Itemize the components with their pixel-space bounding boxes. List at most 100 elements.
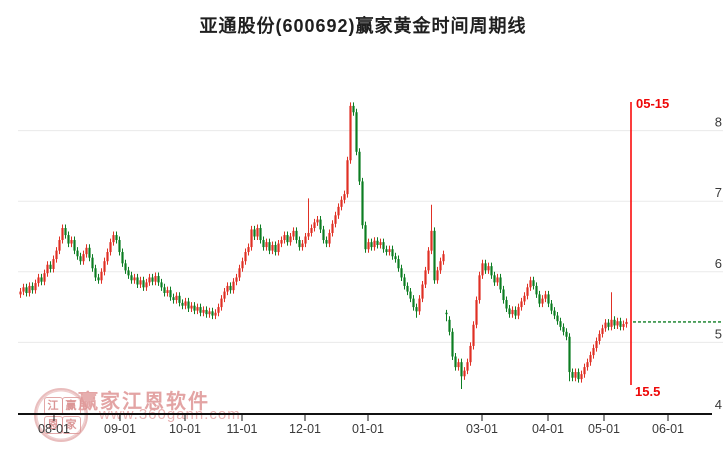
candle-body [364,225,367,250]
candle-body [556,315,559,322]
candle-body [31,285,34,291]
candle-body [328,232,331,244]
candle-body [598,333,601,341]
candle-body [562,326,565,332]
candle-body [424,270,427,285]
candle-body [586,362,589,368]
candle-body [454,356,457,368]
candle-body [613,319,616,326]
candle-body [43,273,46,282]
candle-body [127,270,130,276]
candle-body [577,372,580,380]
candle-body [46,264,49,274]
candle-body [610,319,613,327]
candle-body [145,282,148,288]
candle-body [412,298,415,308]
candle-body [394,256,397,260]
candle-body [409,291,412,299]
candle-body [448,319,451,332]
candle-body [85,247,88,255]
candle-body [385,249,388,253]
candle-body [373,240,376,248]
y-tick-label: 6 [715,256,722,271]
candle-body [76,250,79,257]
candle-body [379,242,382,245]
candle-body [538,294,541,304]
candle-body [490,266,493,276]
candles-layer [19,102,628,389]
candle-body [223,291,226,299]
candle-body [607,322,610,327]
candle-body [28,285,31,293]
candle-body [472,324,475,346]
candle-body [592,348,595,356]
candle-body [151,277,154,282]
candle-body [565,331,568,337]
candle-body [94,268,97,278]
candle-body [163,287,166,293]
candle-body [430,230,433,251]
candle-body [283,235,286,241]
candle-body [175,295,178,301]
candle-body [199,307,202,313]
candle-body [400,268,403,278]
candle-body [211,311,214,316]
candle-body [262,240,265,248]
candle-body [40,277,43,282]
candle-body [214,312,217,316]
x-tick-label: 06-01 [652,422,684,436]
candle-body [244,252,247,262]
candle-body [322,229,325,241]
candle-body [325,240,328,244]
candle-body [187,301,190,309]
candle-body [316,219,319,223]
candle-body [580,374,583,380]
annotation-date-label: 05-15 [636,96,670,111]
candle-body [391,249,394,257]
candle-body [64,228,67,236]
candle-body [256,228,259,237]
candle-body [382,242,385,250]
candle-body [112,235,115,243]
candle-body [58,240,61,251]
candle-body [22,287,25,292]
candle-body [25,287,28,293]
candle-body [451,331,454,357]
candle-body [88,247,91,258]
candle-body [331,223,334,233]
candle-body [352,105,355,113]
candle-body [436,270,439,281]
candle-body [496,277,499,283]
candle-body [421,284,424,299]
candle-body [190,305,193,309]
candle-body [457,362,460,368]
candle-body [355,112,358,152]
candle-body [133,277,136,281]
candle-body [241,261,244,269]
candle-body [208,311,211,315]
candle-body [67,235,70,244]
candle-body [478,275,481,301]
candle-body [568,336,571,373]
candle-body [367,242,370,250]
candle-body [79,256,82,262]
candle-body [334,215,337,224]
candle-body [184,301,187,306]
candle-body [259,228,262,241]
candle-body [52,259,55,269]
gridlines-layer [18,130,723,343]
candle-body [346,160,349,195]
candle-body [583,367,586,375]
annotation-value-label: 15.5 [635,384,661,399]
candle-body [406,285,409,292]
x-tick-label: 08-01 [38,422,70,436]
candle-body [55,250,58,260]
candle-body [307,232,310,237]
candle-body [508,308,511,315]
candle-body [550,303,553,311]
candle-body [232,281,235,291]
candle-body [493,275,496,283]
candle-body [481,263,484,276]
candle-body [349,105,352,161]
